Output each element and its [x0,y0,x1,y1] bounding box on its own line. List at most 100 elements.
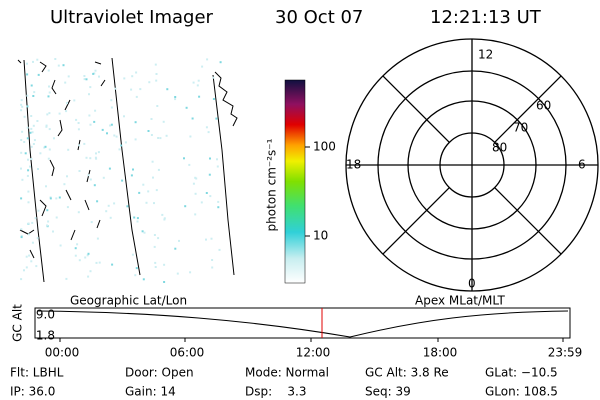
emission-pixel [21,105,24,108]
emission-pixel [20,103,23,106]
emission-pixel [207,131,210,134]
emission-pixel [185,106,188,109]
emission-pixel [192,81,195,84]
orbit-plot: Geographic Lat/Lon Apex MLat/MLT GC Alt … [11,294,583,360]
emission-pixel [66,102,68,105]
status-field: Door: Open [125,366,194,380]
mlt-label: 12 [478,48,493,62]
emission-pixel [132,168,134,171]
emission-pixel [36,58,39,61]
emission-pixel [21,178,24,181]
emission-pixel [138,191,141,194]
emission-pixel [78,170,81,172]
emission-pixel [163,217,166,220]
emission-pixel [97,151,100,154]
emission-pixel [111,263,114,266]
emission-pixel [23,115,26,118]
emission-pixel [26,126,29,129]
emission-pixel [109,216,112,219]
emission-pixel [20,228,23,231]
emission-pixel [76,243,79,246]
meridian-line [111,57,141,276]
footer: Flt: LBHL Door: Open Mode: Normal GC Alt: 3… [10,366,558,399]
emission-pixel [47,95,50,98]
emission-pixel [219,61,222,64]
emission-pixel [30,115,33,117]
emission-pixel [36,237,39,240]
emission-pixel [123,115,125,118]
emission-pixel [27,158,29,161]
emission-pixel [27,169,30,172]
emission-pixel [205,238,207,241]
emission-pixel [205,192,208,194]
emission-pixel [78,259,81,262]
emission-pixel [174,96,177,98]
emission-pixel [162,120,165,123]
emission-pixel [212,76,215,79]
emission-pixel [27,222,30,225]
orbit-y-label: GC Alt [11,304,25,342]
emission-pixel [48,112,51,115]
emission-pixel [195,177,198,180]
emission-pixel [134,138,137,141]
emission-pixel [20,236,23,239]
emission-pixel [188,163,191,166]
status-field: GLon: 108.5 [485,385,558,399]
emission-pixel [33,139,36,142]
emission-pixel [115,135,118,138]
emission-pixel [209,157,211,160]
emission-pixel [65,277,68,280]
emission-pixel [184,205,187,208]
emission-pixel [83,75,86,77]
emission-pixel [163,281,166,283]
emission-pixel [157,137,160,139]
emission-pixel [174,98,177,101]
emission-pixel [194,213,197,216]
emission-pixel [130,88,133,91]
orbit-y-tick: 9.0 [36,308,55,322]
emission-pixel [135,95,138,98]
emission-pixel [23,141,26,143]
emission-pixel [157,168,160,171]
emission-pixel [134,121,137,124]
emission-pixel [150,118,153,120]
coastline [214,71,238,127]
emission-pixel [30,145,33,148]
emission-pixel [153,245,156,248]
emission-pixel [30,84,33,87]
emission-pixel [39,152,42,155]
orbit-left-label: Geographic Lat/Lon [70,294,187,308]
orbit-right-label: Apex MLat/MLT [415,294,505,308]
emission-pixel [143,231,146,234]
emission-pixel [20,99,23,102]
emission-pixel [23,269,25,272]
emission-pixel [26,105,29,108]
emission-pixel [147,190,150,193]
emission-pixel [20,109,23,112]
emission-pixel [30,260,33,263]
emission-pixel [147,130,150,132]
emission-pixel [32,124,35,127]
emission-pixel [205,126,208,129]
emission-pixel [217,206,220,209]
header: Ultraviolet Imager 30 Oct 07 12:21:13 UT [50,7,542,28]
emission-pixel [37,73,40,76]
emission-pixel [47,157,50,160]
emission-pixel [54,58,57,60]
emission-pixel [43,146,46,149]
emission-pixel [77,128,80,131]
emission-pixel [141,230,144,233]
polar-grid: 12 18 6 0 60 70 80 [345,38,599,292]
emission-pixel [26,94,29,97]
emission-pixel [150,134,153,136]
emission-pixel [142,278,145,281]
emission-pixel [114,87,117,90]
orbit-x-tick-label: 06:00 [170,346,205,360]
emission-pixel [110,123,113,126]
orbit-x-tick-label: 12:00 [296,346,331,360]
emission-pixel [37,168,39,170]
date: 30 Oct 07 [275,7,363,28]
emission-pixel [217,200,220,203]
emission-pixel [24,152,27,155]
mlt-label: 18 [346,158,361,172]
